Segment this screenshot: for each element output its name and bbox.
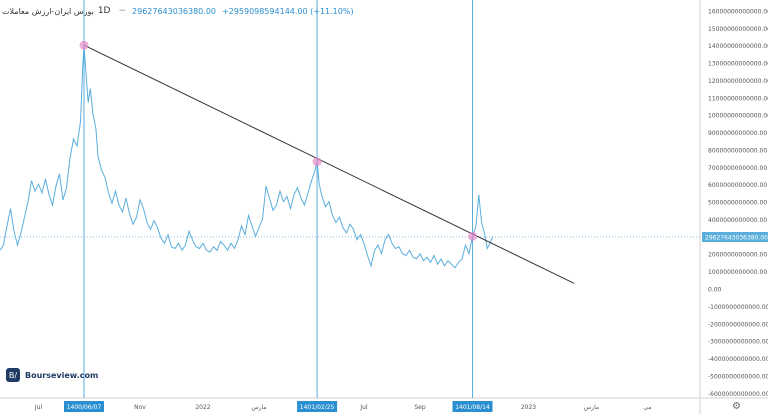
- y-tick-label: 4000000000000.00: [708, 217, 767, 224]
- date-marker-label: 1401/02/25: [300, 404, 335, 411]
- date-marker-tag: [297, 401, 338, 412]
- brand-logo: B/ Bourseview.com: [6, 368, 98, 382]
- y-tick-label: 11000000000000.00: [708, 95, 768, 102]
- x-tick-label: Nov: [134, 404, 146, 411]
- x-tick-label: مى: [643, 404, 651, 411]
- chart-header: بورس ایران-ارزش معاملات 1D − 29627643036…: [2, 4, 360, 18]
- date-marker-tag: [452, 401, 493, 412]
- y-tick-label: 2000000000000.00: [708, 252, 767, 259]
- y-tick-label: -6000000000000.00: [708, 391, 768, 398]
- y-tick-label: -5000000000000.00: [708, 373, 768, 380]
- y-tick-label: 13000000000000.00: [708, 61, 768, 68]
- date-marker-label: 1401/08/14: [455, 404, 490, 411]
- y-tick-label: -2000000000000.00: [708, 321, 768, 328]
- y-tick-label: 14000000000000.00: [708, 43, 768, 50]
- x-tick-label: مارس: [251, 404, 266, 411]
- y-tick-label: 12000000000000.00: [708, 78, 768, 85]
- y-tick-label: 0.00: [708, 287, 722, 294]
- y-tick-label: 8000000000000.00: [708, 147, 767, 154]
- y-tick-label: 1000000000000.00: [708, 269, 767, 276]
- logo-mark: B/: [6, 368, 20, 382]
- touch-point: [79, 40, 89, 50]
- last-value-tag-label: 29627643036380.00: [705, 235, 768, 242]
- y-tick-label: -4000000000000.00: [708, 356, 768, 363]
- last-value: 29627643036380.00: [132, 6, 216, 16]
- y-tick-label: -1000000000000.00: [708, 304, 768, 311]
- trendline[interactable]: [83, 44, 575, 284]
- x-tick-label: 2023: [521, 404, 536, 411]
- x-tick-label: 2022: [195, 404, 210, 411]
- date-marker-label: 1400/06/07: [67, 404, 102, 411]
- symbol-name: بورس ایران-ارزش معاملات: [2, 6, 94, 16]
- change-value: +2959098594144.00 (+11.10%): [222, 6, 354, 16]
- y-tick-label: -3000000000000.00: [708, 339, 768, 346]
- x-tick-label: مارس: [584, 404, 599, 411]
- y-tick-label: 16000000000000.00: [708, 8, 768, 15]
- date-marker-tag: [64, 401, 104, 412]
- timeframe-label[interactable]: 1D: [97, 6, 111, 16]
- x-tick-label: Sep: [414, 404, 426, 411]
- gear-icon[interactable]: ⚙: [732, 401, 741, 412]
- y-tick-label: 5000000000000.00: [708, 200, 767, 207]
- touch-point: [468, 231, 477, 241]
- logo-text: Bourseview.com: [25, 370, 99, 380]
- y-tick-label: 10000000000000.00: [708, 113, 768, 120]
- last-value-tag: [702, 232, 768, 243]
- y-tick-label: 15000000000000.00: [708, 26, 768, 33]
- x-tick-label: Jul: [34, 404, 43, 411]
- minus-icon[interactable]: −: [118, 6, 127, 16]
- x-tick-label: Jul: [359, 404, 368, 411]
- series-line: [0, 45, 494, 269]
- y-tick-label: 9000000000000.00: [708, 130, 767, 137]
- y-tick-label: 6000000000000.00: [708, 182, 767, 189]
- touch-point: [312, 157, 322, 167]
- y-tick-label: 7000000000000.00: [708, 165, 767, 172]
